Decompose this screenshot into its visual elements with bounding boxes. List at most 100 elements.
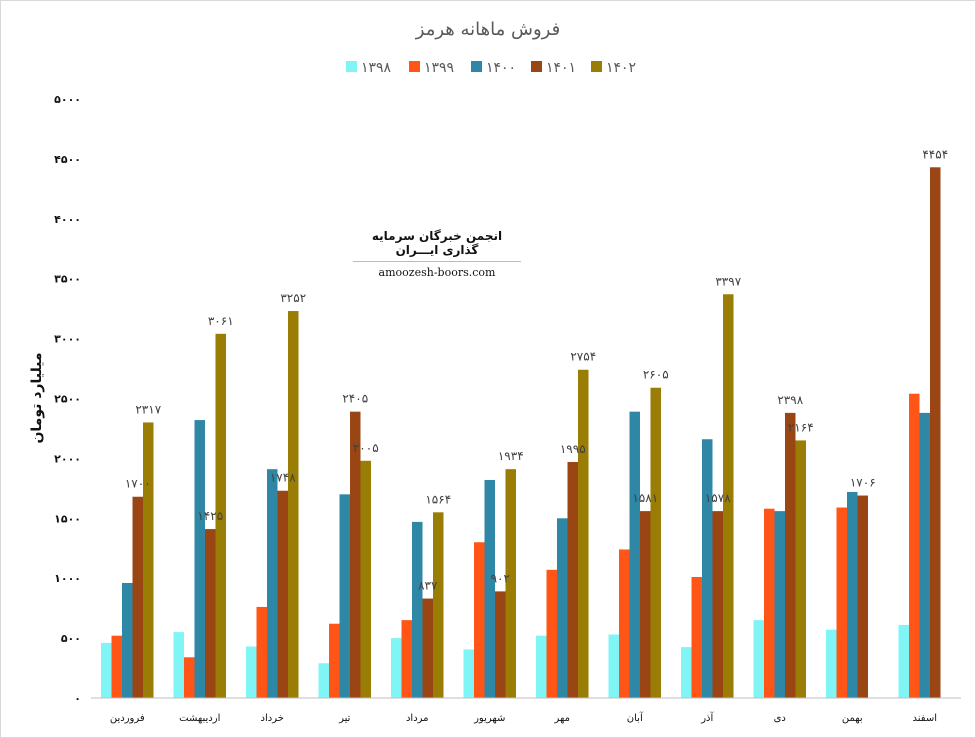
data-label: ۲۳۱۷ — [135, 402, 161, 416]
data-label: ۱۷۰۶ — [850, 476, 876, 490]
data-label: ۱۹۳۴ — [498, 449, 524, 463]
y-tick-label: ۰ — [74, 692, 81, 705]
data-label: ۱۴۲۵ — [197, 509, 223, 523]
data-label: ۲۶۰۵ — [643, 368, 669, 382]
bar — [433, 512, 444, 698]
bar — [401, 620, 412, 698]
bar — [764, 508, 775, 698]
y-tick-label: ۱۰۰۰ — [54, 572, 81, 585]
x-tick-label: دی — [774, 713, 786, 724]
legend: ۱۳۹۸ ۱۳۹۹ ۱۴۰۰ ۱۴۰۱ ۱۴۰۲ — [346, 60, 636, 76]
x-tick-label: مرداد — [406, 713, 429, 724]
bar — [391, 638, 402, 698]
bar — [194, 420, 205, 698]
y-tick-label: ۳۵۰۰ — [54, 273, 81, 286]
bar — [318, 663, 329, 698]
bar — [246, 646, 257, 698]
bar — [360, 460, 371, 698]
bar — [484, 479, 495, 698]
data-label: ۳۲۵۲ — [280, 291, 306, 305]
bar — [930, 167, 941, 698]
bar — [122, 582, 133, 698]
bar — [505, 469, 516, 698]
legend-swatch — [409, 61, 420, 72]
bar — [608, 634, 619, 698]
data-label: ۳۰۶۱ — [208, 314, 234, 328]
x-tick-label: اردیبهشت — [179, 713, 220, 724]
y-tick-label: ۲۰۰۰ — [54, 452, 81, 465]
x-tick-label: آبان — [627, 711, 644, 724]
bar — [350, 411, 361, 698]
bar — [857, 495, 868, 698]
bar — [826, 629, 837, 698]
bar — [795, 440, 806, 698]
x-tick-label: شهریور — [473, 713, 505, 724]
bar — [629, 411, 640, 698]
data-label: ۲۳۹۸ — [777, 393, 803, 407]
bar — [463, 649, 474, 698]
y-tick-label: ۱۵۰۰ — [54, 512, 81, 525]
bar — [422, 598, 433, 698]
y-tick-label: ۲۵۰۰ — [54, 393, 81, 406]
bar — [919, 412, 930, 698]
bar — [143, 422, 154, 698]
data-label: ۲۰۰۵ — [353, 441, 379, 455]
data-label: ۱۵۷۸ — [705, 491, 731, 505]
bar — [650, 387, 661, 698]
watermark-url: amoozesh-boors.com — [378, 266, 496, 279]
bar — [909, 393, 920, 698]
x-tick-label: فروردین — [110, 713, 145, 724]
bar — [836, 507, 847, 698]
bar — [898, 624, 909, 698]
bar — [619, 549, 630, 698]
watermark-title: انجمن خبرگان سرمایه گذاری ایـــران — [371, 229, 503, 257]
bar — [111, 635, 122, 698]
data-label: ۲۴۰۵ — [342, 392, 368, 406]
x-tick-label: بهمن — [842, 713, 863, 724]
bar — [277, 490, 288, 698]
data-label: ۹۰۲ — [491, 571, 510, 585]
legend-swatch — [346, 61, 357, 72]
y-tick-label: ۴۵۰۰ — [54, 153, 81, 166]
bar — [101, 642, 112, 698]
data-label: ۲۱۶۴ — [788, 420, 814, 434]
bars — [101, 167, 941, 698]
legend-swatch — [591, 61, 602, 72]
legend-label: ۱۴۰۱ — [546, 60, 576, 76]
y-tick-label: ۵۰۰ — [61, 632, 81, 645]
bar — [205, 529, 216, 698]
legend-label: ۱۳۹۸ — [361, 60, 392, 76]
bar — [215, 333, 226, 698]
bar — [267, 469, 278, 698]
bar — [753, 620, 764, 698]
y-axis-ticks: ۰ ۵۰۰ ۱۰۰۰ ۱۵۰۰ ۲۰۰۰ ۲۵۰۰ ۳۰۰۰ ۳۵۰۰ ۴۰۰۰ ۴۵۰۰ ۵۰۰۰ — [54, 93, 81, 705]
bar — [557, 518, 568, 698]
data-labels: ۲۳۱۷ ۱۷۰۰ ۳۰۶۱ ۱۴۲۵ ۳۲۵۲ ۱۷۴۸ ۲۴۰۵ ۲۰۰۵ ۱۵۶۴ ۸۳۷ ۱… — [125, 147, 948, 592]
legend-swatch — [471, 61, 482, 72]
bar — [256, 606, 267, 698]
bar — [132, 496, 143, 698]
x-tick-label: تیر — [338, 713, 351, 724]
bar — [474, 542, 485, 698]
data-label: ۱۵۸۱ — [632, 491, 658, 505]
bar — [536, 635, 547, 698]
bar — [640, 511, 651, 698]
data-label: ۱۷۰۰ — [125, 477, 151, 491]
x-tick-label: آذر — [700, 711, 714, 724]
watermark: انجمن خبرگان سرمایه گذاری ایـــران amooz… — [353, 229, 521, 279]
data-label: ۲۷۵۴ — [570, 350, 596, 364]
y-tick-label: ۴۰۰۰ — [54, 213, 81, 226]
bar — [847, 491, 858, 698]
bar — [681, 647, 692, 698]
legend-swatch — [531, 61, 542, 72]
x-axis-labels: فروردین اردیبهشت خرداد تیر مرداد شهریور مهر آبا… — [110, 711, 937, 724]
bar — [495, 591, 506, 698]
y-axis-label: میلیارد تومان — [29, 352, 45, 443]
bar — [329, 623, 340, 698]
data-label: ۱۹۹۵ — [560, 442, 586, 456]
legend-label: ۱۳۹۹ — [424, 60, 454, 76]
bar — [578, 369, 589, 698]
chart-title: فروش ماهانه هرمز — [415, 19, 560, 40]
